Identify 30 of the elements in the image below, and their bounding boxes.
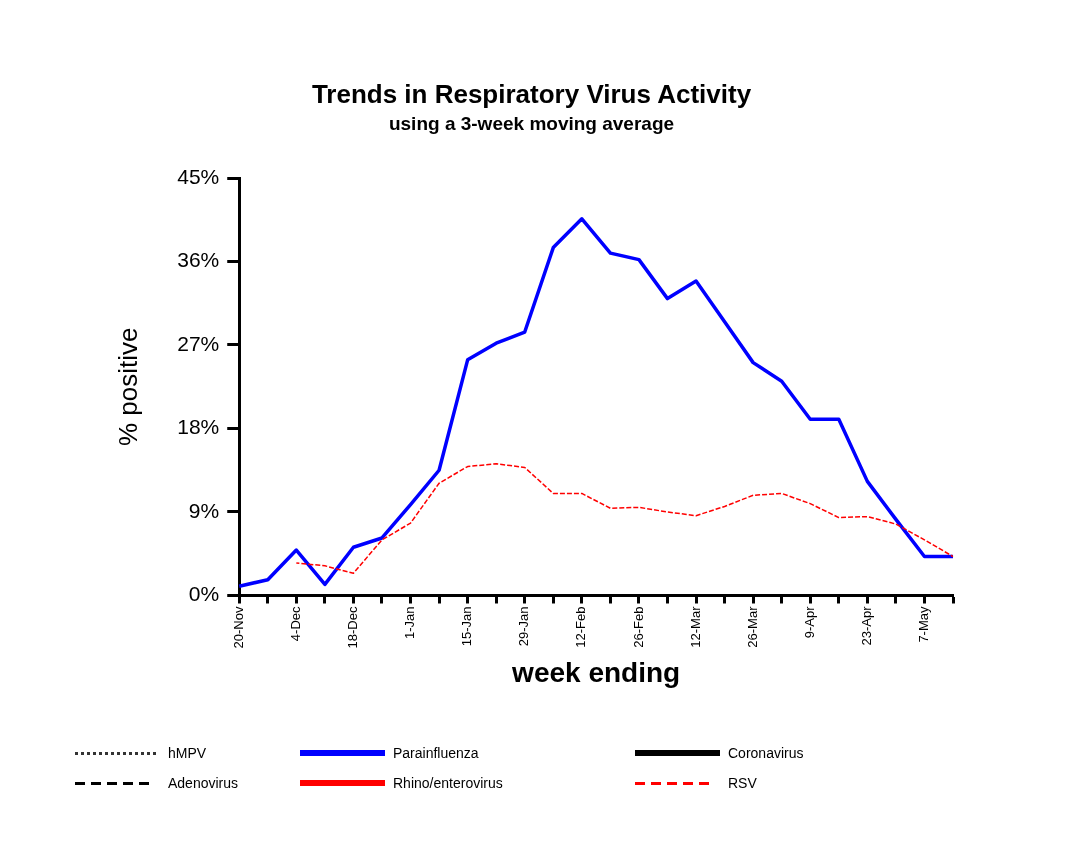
- legend-label: Coronavirus: [728, 745, 804, 761]
- x-tick-label: 4-Dec: [287, 606, 303, 642]
- x-tick-label: 23-Apr: [858, 605, 874, 646]
- x-tick-label: 12-Mar: [687, 605, 703, 648]
- x-tick-label: 18-Dec: [345, 606, 361, 649]
- y-tick-label: 18%: [177, 415, 220, 439]
- x-tick-label: 7-May: [916, 606, 932, 643]
- y-tick-label: 27%: [177, 331, 220, 355]
- y-axis-title: % positive: [112, 327, 143, 446]
- legend-label: Parainfluenza: [393, 745, 479, 761]
- x-tick-label: 15-Jan: [459, 606, 475, 647]
- line-series: [295, 463, 954, 574]
- legend-label: Rhino/enterovirus: [393, 775, 503, 791]
- x-axis-title: week ending: [511, 656, 681, 688]
- y-tick-label: 36%: [177, 248, 220, 272]
- x-tick-label: 29-Jan: [516, 606, 532, 647]
- x-tick-label: 26-Feb: [630, 606, 646, 648]
- x-tick-label: 1-Jan: [402, 606, 418, 640]
- y-tick-label: 9%: [188, 498, 220, 522]
- chart-title: Trends in Respiratory Virus Activity: [311, 78, 752, 109]
- legend-label: Adenovirus: [168, 775, 239, 791]
- y-tick-label: 0%: [188, 582, 220, 606]
- x-tick-label: 9-Apr: [801, 605, 817, 639]
- y-tick-label: 45%: [177, 164, 220, 188]
- x-tick-label: 20-Nov: [230, 606, 246, 649]
- legend-label: RSV: [728, 775, 757, 791]
- legend-label: hMPV: [168, 745, 207, 761]
- x-tick-label: 12-Feb: [573, 606, 589, 648]
- x-tick-label: 26-Mar: [744, 605, 760, 648]
- chart-subtitle: using a 3-week moving average: [388, 112, 675, 134]
